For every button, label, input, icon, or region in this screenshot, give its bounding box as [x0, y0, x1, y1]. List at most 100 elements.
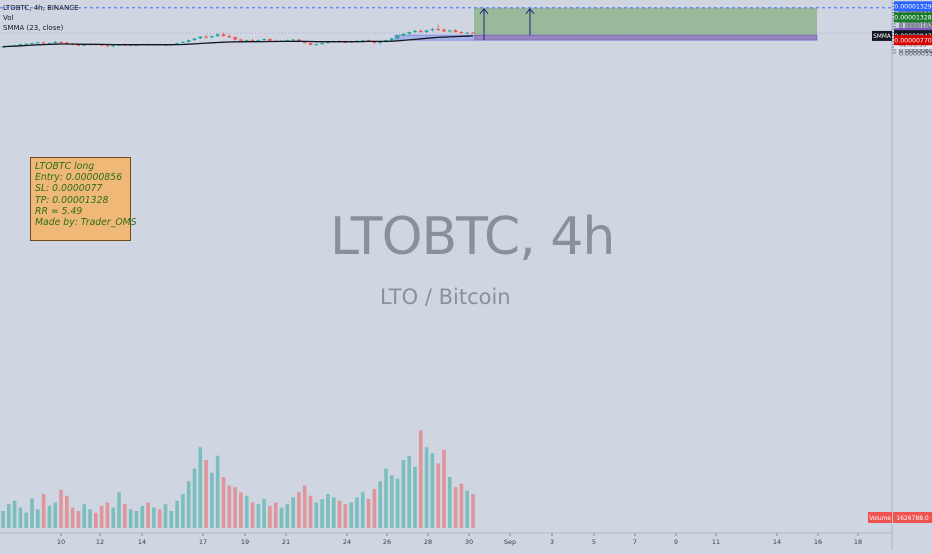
legend-vol[interactable]: Vol — [3, 14, 14, 22]
volume-bar — [407, 455, 411, 528]
candle-body — [262, 39, 266, 41]
volume-bar — [169, 511, 174, 528]
candle-body — [378, 41, 382, 44]
x-tick-label: 26 — [383, 538, 391, 546]
candle-body — [41, 42, 46, 44]
candle-body — [198, 36, 203, 39]
legend-smma[interactable]: SMMA (23, close) — [3, 24, 64, 32]
tag-smma-name: SMMA — [873, 34, 891, 40]
x-tick-label: 24 — [343, 538, 351, 546]
volume-bar — [233, 487, 237, 528]
trade-info-box[interactable]: LTOBTC long Entry: 0.00000856 SL: 0.0000… — [30, 157, 137, 241]
candle-body — [314, 44, 319, 46]
candle-body — [447, 30, 452, 32]
x-tick-label: 14 — [138, 538, 146, 546]
candle-body — [430, 29, 435, 31]
volume-bar — [326, 494, 330, 528]
volume-bar — [378, 481, 382, 528]
x-tick-label: 9 — [674, 538, 678, 546]
candle-body — [308, 43, 313, 45]
candle-body — [175, 43, 179, 45]
x-tick-label: 17 — [199, 538, 207, 546]
volume-bar — [76, 511, 81, 528]
volume-bar — [372, 488, 377, 528]
candle-body — [59, 41, 63, 43]
volume-bar — [140, 505, 145, 528]
candle-body — [65, 42, 69, 44]
candle-body — [117, 44, 121, 46]
candle-body — [360, 40, 365, 42]
volume-bar — [36, 509, 40, 528]
candle-body — [442, 29, 446, 32]
volume-bar — [47, 505, 52, 528]
volume-bar — [1, 511, 5, 528]
x-tick-label: 28 — [424, 538, 432, 546]
volume-bar — [459, 483, 464, 528]
volume-bar — [12, 500, 17, 528]
candle-body — [239, 39, 243, 41]
volume-bar — [360, 492, 365, 528]
position-tool[interactable] — [394, 7, 818, 41]
x-tick-label: 16 — [814, 538, 822, 546]
volume-bar — [436, 463, 440, 528]
candle-body — [99, 44, 104, 46]
volume-bar — [7, 504, 11, 528]
volume-bar — [192, 468, 197, 528]
volume-bar — [418, 430, 423, 528]
candle-body — [1, 46, 5, 48]
volume-bar — [221, 477, 226, 528]
volume-bar — [65, 495, 69, 528]
legend-symbol-line[interactable]: LTOBTC, 4h, BINANCE — [3, 4, 79, 12]
candle-body — [418, 30, 423, 33]
volume-bar — [262, 499, 266, 528]
volume-bar — [320, 499, 324, 528]
volume-bar — [285, 504, 290, 528]
volume-bar — [314, 502, 319, 528]
info-line-5: RR = 5.49 — [35, 205, 83, 217]
candle-body — [82, 44, 87, 46]
volume-bar — [157, 509, 162, 528]
smma-line — [2, 35, 474, 48]
x-tick-label: 10 — [57, 538, 65, 546]
candle-body — [395, 35, 400, 39]
watermark-subtitle: LTO / Bitcoin — [380, 285, 511, 309]
tag-tp: 0.00001328 — [894, 15, 931, 22]
volume-bar — [186, 481, 191, 528]
profit-zone — [474, 7, 817, 36]
volume-bar — [146, 502, 150, 528]
volume-bar — [465, 490, 469, 528]
x-tick-label: 5 — [592, 538, 596, 546]
candle-body — [256, 40, 261, 42]
volume-bar — [250, 502, 255, 528]
info-line-4: TP: 0.00001328 — [35, 194, 109, 206]
candle-body — [401, 33, 406, 36]
price-tags-layer: 0.000013290.000013280.0000089202:01:530.… — [868, 1, 932, 523]
tag-volume-name-bg — [868, 512, 892, 523]
volume-bar — [94, 512, 98, 528]
x-tick-label: 7 — [633, 538, 637, 546]
info-line-2: Entry: 0.00000856 — [35, 172, 123, 184]
candle-body — [453, 30, 458, 33]
candle-body — [297, 39, 301, 42]
volume-bar — [70, 507, 75, 528]
candle-body — [192, 38, 197, 41]
tag-sl: 0.00000770 — [894, 37, 931, 44]
volume-bar — [273, 502, 278, 528]
volume-bar — [244, 495, 249, 528]
candle-body — [76, 44, 81, 46]
volume-bar — [256, 504, 261, 528]
target-arrow-head — [479, 8, 489, 15]
candle-body — [343, 41, 348, 43]
volume-bar — [308, 495, 313, 528]
volume-bar — [442, 449, 446, 528]
volume-bar — [471, 494, 475, 528]
volume-bar — [366, 499, 371, 528]
candle-body — [227, 36, 232, 38]
y-tick-label: 0.00000550 — [899, 50, 932, 57]
candle-body — [366, 40, 371, 42]
x-tick-label: 18 — [854, 538, 862, 546]
